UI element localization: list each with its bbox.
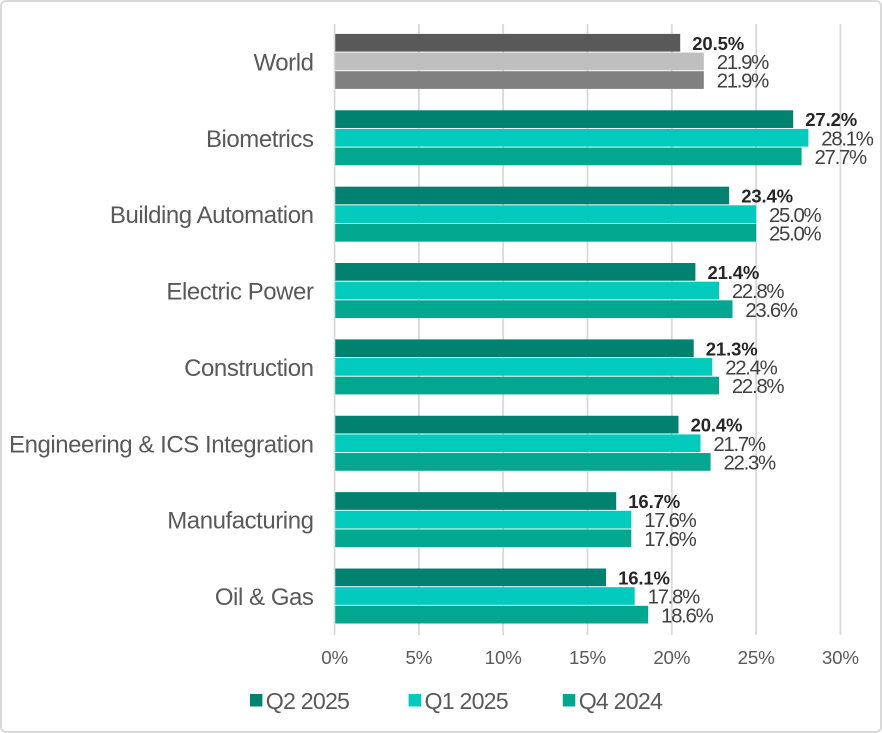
svg-text:25.0%: 25.0% (769, 205, 821, 227)
svg-text:20.4%: 20.4% (691, 415, 743, 436)
svg-text:Electric Power: Electric Power (166, 279, 314, 306)
svg-text:23.6%: 23.6% (745, 300, 797, 322)
svg-text:Building Automation: Building Automation (110, 202, 314, 229)
svg-text:17.6%: 17.6% (644, 529, 696, 551)
svg-text:22.8%: 22.8% (732, 281, 784, 303)
svg-text:Manufacturing: Manufacturing (167, 508, 313, 535)
svg-text:21.3%: 21.3% (706, 338, 758, 359)
svg-text:20.5%: 20.5% (692, 33, 744, 54)
svg-text:16.1%: 16.1% (618, 567, 670, 588)
svg-text:28.1%: 28.1% (821, 128, 873, 150)
svg-text:10%: 10% (485, 647, 522, 668)
svg-text:18.6%: 18.6% (661, 605, 713, 627)
svg-text:World: World (254, 49, 314, 76)
svg-text:Q1 2025: Q1 2025 (425, 688, 508, 714)
svg-text:Biometrics: Biometrics (206, 126, 314, 153)
svg-text:22.8%: 22.8% (732, 376, 784, 398)
svg-text:0%: 0% (321, 647, 348, 668)
svg-text:27.7%: 27.7% (815, 147, 867, 169)
svg-text:30%: 30% (822, 647, 859, 668)
svg-text:Oil & Gas: Oil & Gas (215, 584, 314, 611)
svg-text:20%: 20% (653, 647, 690, 668)
svg-text:23.4%: 23.4% (741, 186, 793, 207)
svg-text:21.7%: 21.7% (713, 434, 765, 456)
svg-text:5%: 5% (406, 647, 433, 668)
svg-text:21.9%: 21.9% (717, 52, 769, 74)
svg-text:22.3%: 22.3% (724, 453, 776, 475)
svg-text:15%: 15% (569, 647, 606, 668)
svg-text:Construction: Construction (184, 355, 313, 382)
svg-text:25.0%: 25.0% (769, 223, 821, 245)
svg-text:21.9%: 21.9% (717, 71, 769, 93)
svg-text:Q2 2025: Q2 2025 (266, 688, 349, 714)
svg-text:17.8%: 17.8% (648, 587, 700, 609)
svg-text:17.6%: 17.6% (644, 510, 696, 532)
svg-text:21.4%: 21.4% (708, 262, 760, 283)
svg-text:Q4 2024: Q4 2024 (579, 688, 663, 714)
svg-text:27.2%: 27.2% (805, 109, 857, 130)
svg-text:22.4%: 22.4% (725, 358, 777, 380)
svg-text:Engineering & ICS Integration: Engineering & ICS Integration (9, 431, 313, 458)
svg-text:16.7%: 16.7% (628, 491, 680, 512)
svg-text:25%: 25% (738, 647, 775, 668)
